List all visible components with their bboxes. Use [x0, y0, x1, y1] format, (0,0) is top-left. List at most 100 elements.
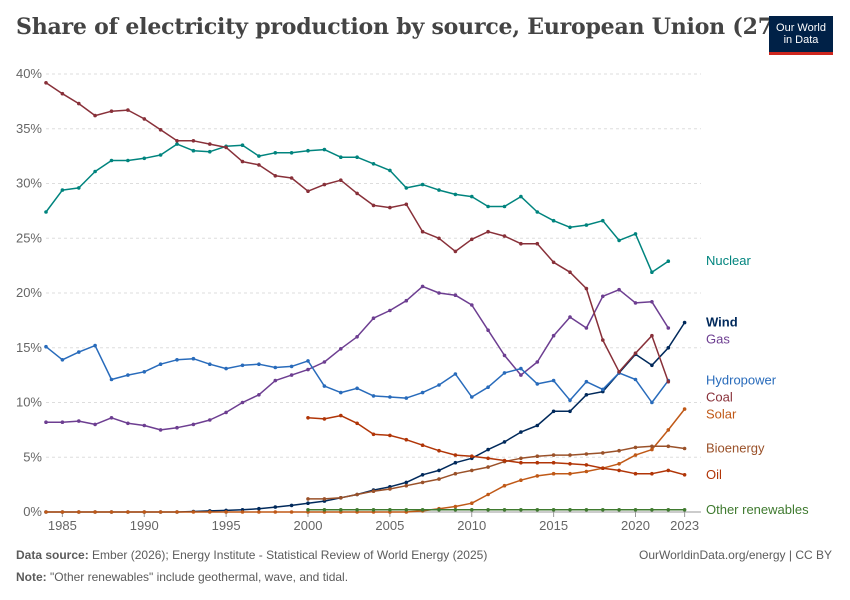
data-point-nuclear[interactable] [666, 259, 671, 264]
owid-logo[interactable]: Our World in Data [769, 16, 833, 55]
data-point-hydropower[interactable] [551, 378, 556, 383]
data-point-coal[interactable] [158, 128, 163, 132]
data-point-solar[interactable] [519, 478, 523, 483]
data-point-coal[interactable] [109, 109, 114, 113]
data-point-nuclear[interactable] [519, 194, 523, 199]
data-point-coal[interactable] [601, 338, 605, 342]
data-point-nuclear[interactable] [126, 158, 130, 163]
data-point-bioenergy[interactable] [584, 452, 589, 456]
data-point-coal[interactable] [273, 174, 278, 178]
data-point-gas[interactable] [339, 347, 343, 351]
data-point-hydropower[interactable] [584, 379, 589, 384]
data-point-hydropower[interactable] [109, 377, 114, 382]
data-point-solar[interactable] [208, 510, 212, 514]
data-point-gas[interactable] [519, 373, 523, 377]
series-label-coal[interactable]: Coal [706, 390, 733, 405]
data-point-hydropower[interactable] [93, 343, 97, 348]
data-point-hydropower[interactable] [191, 356, 196, 361]
data-point-wind[interactable] [551, 409, 556, 414]
data-point-coal[interactable] [568, 270, 572, 275]
data-point-solar[interactable] [191, 510, 196, 514]
data-point-coal[interactable] [77, 101, 81, 106]
data-point-hydropower[interactable] [44, 344, 48, 349]
data-point-coal[interactable] [257, 163, 261, 167]
data-point-other-renewables[interactable] [502, 508, 507, 512]
data-point-wind[interactable] [682, 320, 687, 325]
data-point-solar[interactable] [453, 504, 458, 509]
data-point-coal[interactable] [584, 286, 589, 291]
data-point-coal[interactable] [666, 379, 671, 384]
data-point-coal[interactable] [240, 159, 245, 164]
data-point-hydropower[interactable] [470, 395, 474, 399]
data-point-solar[interactable] [109, 510, 114, 514]
data-point-coal[interactable] [551, 260, 556, 265]
data-point-coal[interactable] [519, 241, 523, 246]
data-point-oil[interactable] [535, 460, 540, 465]
data-point-bioenergy[interactable] [322, 497, 327, 501]
data-point-other-renewables[interactable] [388, 508, 392, 512]
data-point-hydropower[interactable] [60, 358, 65, 362]
data-point-coal[interactable] [355, 191, 359, 196]
data-point-other-renewables[interactable] [437, 508, 441, 512]
data-point-other-renewables[interactable] [650, 508, 654, 512]
data-point-other-renewables[interactable] [682, 508, 687, 512]
data-point-gas[interactable] [404, 298, 409, 303]
data-point-bioenergy[interactable] [551, 453, 556, 457]
data-point-coal[interactable] [371, 203, 376, 208]
data-point-gas[interactable] [486, 328, 490, 333]
data-point-nuclear[interactable] [404, 186, 409, 190]
data-point-wind[interactable] [650, 363, 654, 368]
series-line-hydropower[interactable] [45, 344, 669, 404]
data-point-gas[interactable] [650, 300, 654, 304]
data-point-oil[interactable] [470, 454, 474, 459]
data-point-solar[interactable] [175, 510, 179, 514]
data-point-other-renewables[interactable] [601, 508, 605, 512]
data-point-nuclear[interactable] [453, 192, 458, 197]
series-label-wind[interactable]: Wind [706, 315, 738, 330]
data-point-other-renewables[interactable] [420, 508, 425, 512]
data-point-gas[interactable] [388, 308, 392, 313]
data-point-coal[interactable] [175, 139, 179, 143]
data-point-bioenergy[interactable] [420, 480, 425, 485]
data-point-bioenergy[interactable] [519, 456, 523, 461]
data-point-gas[interactable] [551, 333, 556, 338]
data-point-solar[interactable] [666, 428, 671, 432]
data-point-gas[interactable] [568, 315, 572, 319]
data-point-other-renewables[interactable] [617, 508, 621, 512]
data-point-other-renewables[interactable] [551, 508, 556, 512]
data-point-solar[interactable] [77, 510, 81, 514]
data-point-hydropower[interactable] [257, 362, 261, 367]
series-line-nuclear[interactable] [45, 143, 669, 273]
data-point-bioenergy[interactable] [568, 453, 572, 457]
series-label-oil[interactable]: Oil [706, 467, 722, 482]
data-point-gas[interactable] [289, 373, 294, 377]
data-point-hydropower[interactable] [142, 370, 147, 374]
data-point-nuclear[interactable] [551, 218, 556, 223]
data-point-other-renewables[interactable] [519, 508, 523, 512]
data-point-nuclear[interactable] [93, 169, 97, 174]
data-point-wind[interactable] [535, 423, 540, 428]
data-point-nuclear[interactable] [273, 151, 278, 155]
data-point-hydropower[interactable] [568, 398, 572, 403]
data-point-hydropower[interactable] [175, 358, 179, 362]
data-point-gas[interactable] [666, 326, 671, 330]
data-point-oil[interactable] [322, 417, 327, 421]
data-point-oil[interactable] [486, 456, 490, 461]
data-point-gas[interactable] [77, 419, 81, 423]
data-point-oil[interactable] [420, 443, 425, 448]
data-point-gas[interactable] [306, 367, 310, 372]
data-point-gas[interactable] [273, 378, 278, 383]
data-point-solar[interactable] [584, 469, 589, 474]
data-point-nuclear[interactable] [601, 218, 605, 223]
data-point-coal[interactable] [502, 234, 507, 238]
data-point-coal[interactable] [289, 176, 294, 180]
data-point-other-renewables[interactable] [666, 508, 671, 512]
series-label-bioenergy[interactable]: Bioenergy [706, 440, 765, 455]
data-point-gas[interactable] [437, 291, 441, 295]
data-point-wind[interactable] [666, 346, 671, 350]
data-point-oil[interactable] [339, 413, 343, 418]
data-point-nuclear[interactable] [158, 153, 163, 157]
data-point-nuclear[interactable] [437, 188, 441, 192]
data-point-coal[interactable] [437, 236, 441, 241]
data-point-hydropower[interactable] [208, 362, 212, 367]
